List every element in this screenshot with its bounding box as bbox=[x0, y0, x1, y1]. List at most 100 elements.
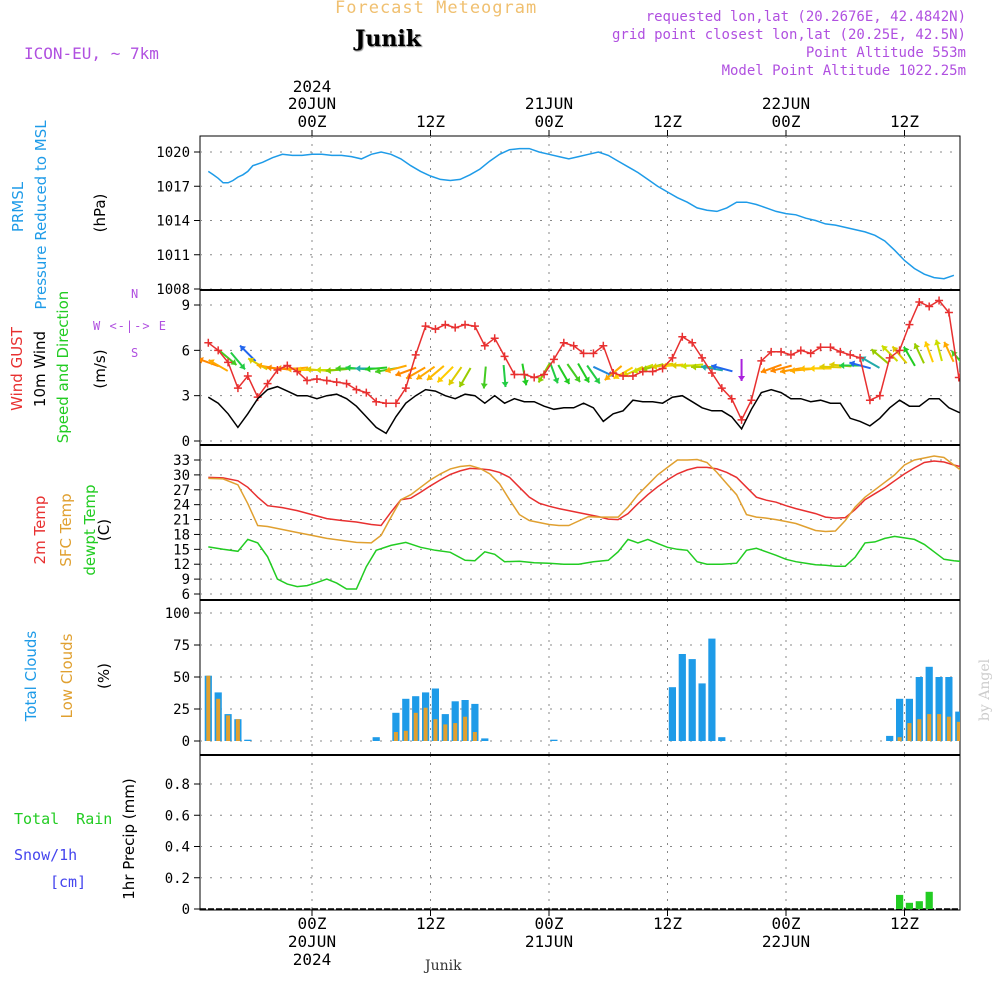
gust-marker bbox=[905, 320, 914, 329]
y-tick-label: 0.2 bbox=[165, 871, 190, 887]
wind-arrow bbox=[881, 344, 899, 362]
bar-total-clouds bbox=[481, 738, 489, 741]
wind-arrow-head bbox=[355, 364, 361, 372]
total-rain-label: Total Rain bbox=[14, 810, 113, 828]
wind-arrow-head bbox=[583, 376, 590, 383]
wind-arrows bbox=[200, 339, 977, 389]
location-title: Junik bbox=[355, 26, 421, 52]
y-tick-label: 15 bbox=[173, 542, 190, 558]
gust-marker bbox=[658, 364, 667, 373]
gust-marker bbox=[786, 350, 795, 359]
panel-4 bbox=[194, 599, 961, 756]
wind-arrow-head bbox=[521, 379, 529, 386]
wind-arrow-head bbox=[839, 361, 845, 369]
gust-marker bbox=[806, 349, 815, 358]
wind-arrow-head bbox=[240, 345, 247, 352]
y-tick-label: 6 bbox=[182, 587, 190, 603]
wind-arrow-head bbox=[711, 363, 717, 371]
gust-marker bbox=[273, 365, 282, 374]
series-line-2m-temp bbox=[208, 460, 960, 527]
wind-arrow-head bbox=[416, 373, 423, 380]
gust-marker bbox=[263, 379, 272, 388]
wind-arrow-head bbox=[375, 367, 381, 375]
wind-arrow bbox=[809, 364, 832, 372]
gust-marker bbox=[599, 341, 608, 350]
wind-arrow-head bbox=[819, 363, 825, 371]
gust-marker bbox=[609, 369, 618, 377]
gust-marker bbox=[737, 415, 746, 424]
compass-south: S bbox=[131, 346, 139, 360]
y-tick-label: 1011 bbox=[156, 248, 190, 264]
series-2m-temp bbox=[208, 460, 960, 527]
bottom-axis-date: 20JUN bbox=[288, 932, 336, 951]
gust-marker bbox=[796, 346, 805, 355]
wind-arrow-head bbox=[552, 377, 560, 384]
wind-arrow bbox=[903, 346, 916, 367]
bar-low-clouds bbox=[413, 712, 418, 741]
bar-total-rain bbox=[905, 902, 913, 910]
bar-total-clouds bbox=[244, 739, 252, 741]
model-altitude: Model Point Altitude 1022.25m bbox=[721, 63, 966, 79]
gust-marker bbox=[747, 396, 756, 405]
wind-arrow bbox=[738, 358, 746, 381]
y-tick-label: 33 bbox=[173, 453, 190, 469]
wind-arrow-head bbox=[239, 363, 246, 370]
series-sfc-temp bbox=[208, 455, 960, 544]
wind-arrow-head bbox=[200, 357, 204, 364]
bottom-axis-hour: 12Z bbox=[416, 914, 445, 933]
gust-marker bbox=[451, 323, 460, 332]
bar-total-rain bbox=[896, 894, 904, 909]
wind-arrow-head bbox=[934, 339, 941, 346]
top-axis-hour: 12Z bbox=[890, 112, 919, 131]
gust-marker bbox=[421, 322, 430, 331]
gust-marker bbox=[885, 353, 894, 362]
bar-total-clouds bbox=[451, 701, 459, 741]
y-tick-label: 1020 bbox=[156, 145, 190, 161]
bar-low-clouds bbox=[967, 726, 971, 741]
wind-arrow-head bbox=[305, 365, 312, 373]
gust-marker bbox=[312, 375, 321, 384]
requested-coords: requested lon,lat (20.2676E, 42.4842N) bbox=[645, 9, 966, 25]
gust-marker bbox=[975, 364, 983, 372]
gust-marker bbox=[678, 332, 687, 341]
wind-arrow bbox=[943, 341, 955, 363]
gust-marker bbox=[441, 320, 450, 329]
y-tick-label: 3 bbox=[182, 389, 190, 405]
bottom-axis-hour: 00Z bbox=[535, 914, 564, 933]
chart-title: Forecast Meteogram bbox=[335, 0, 538, 18]
bar-low-clouds bbox=[907, 723, 912, 741]
y-tick-label: 24 bbox=[173, 498, 190, 514]
wind-arrow-head bbox=[871, 349, 878, 356]
wind-arrow bbox=[385, 364, 407, 374]
wind-arrow-head bbox=[809, 364, 815, 372]
gust-marker bbox=[530, 373, 539, 382]
wind-arrow bbox=[577, 362, 590, 384]
y-tick-label: 0 bbox=[182, 734, 190, 750]
gust-marker bbox=[865, 396, 874, 405]
y-tick-label: 25 bbox=[173, 702, 190, 718]
wind-arrow bbox=[247, 357, 268, 371]
bar-low-clouds bbox=[216, 698, 221, 741]
y-tick-label: 0 bbox=[182, 434, 190, 450]
gust-marker bbox=[619, 372, 628, 381]
gust-marker bbox=[214, 346, 223, 355]
bar-total-clouds bbox=[905, 698, 913, 741]
gust-marker bbox=[935, 296, 944, 305]
bar-total-clouds bbox=[550, 739, 558, 741]
bar-total-clouds bbox=[431, 688, 439, 741]
y-tick-label: 12 bbox=[173, 557, 190, 573]
gust-marker bbox=[490, 334, 499, 343]
bottom-axis-date: 22JUN bbox=[762, 932, 810, 951]
gust-marker bbox=[895, 346, 904, 355]
y-tick-label: 0 bbox=[182, 902, 190, 918]
gust-marker bbox=[707, 369, 716, 377]
wind-arrow-head bbox=[849, 360, 856, 368]
series-line-dewpt-temp bbox=[208, 535, 960, 590]
bar-total-clouds bbox=[945, 677, 953, 741]
wind-arrow bbox=[891, 345, 908, 364]
gust-marker bbox=[836, 347, 845, 356]
gust-marker bbox=[648, 367, 657, 376]
wind-arrow-head bbox=[881, 345, 888, 352]
wind-arrow bbox=[961, 353, 977, 369]
model-label: ICON-EU, ~ 7km bbox=[24, 44, 159, 63]
